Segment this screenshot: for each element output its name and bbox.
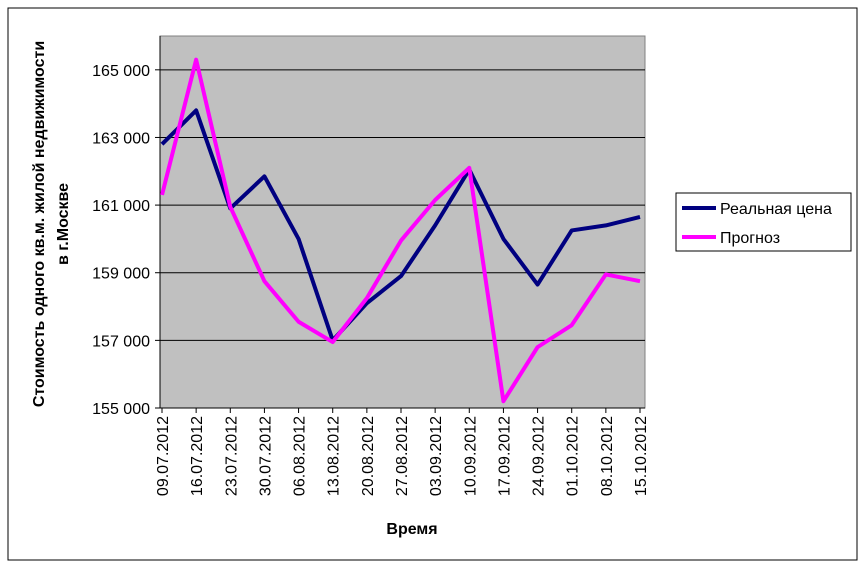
x-tick-label: 23.07.2012	[223, 416, 240, 496]
x-tick-label: 17.09.2012	[496, 416, 513, 496]
series-line	[160, 108, 641, 343]
x-tick-label: 01.10.2012	[565, 416, 582, 496]
x-tick-label: 13.08.2012	[326, 416, 343, 496]
x-tick-label: 16.07.2012	[189, 416, 206, 496]
legend-label: Прогноз	[720, 230, 780, 247]
y-tick-label: 155 000	[92, 401, 150, 418]
x-tick-label: 03.09.2012	[428, 416, 445, 496]
y-tick-label: 159 000	[92, 266, 150, 283]
x-tick-label: 27.08.2012	[394, 416, 411, 496]
x-tick-label: 30.07.2012	[257, 416, 274, 496]
x-tick-label: 24.09.2012	[531, 416, 548, 496]
legend	[675, 192, 852, 252]
plot-area	[159, 35, 646, 409]
x-tick-label: 06.08.2012	[292, 416, 309, 496]
x-tick-label: 10.09.2012	[462, 416, 479, 496]
x-tick-label: 15.10.2012	[633, 416, 650, 496]
y-axis-label: Стоимость одного кв.м. жилой недвижимост…	[31, 41, 48, 407]
y-tick-label: 161 000	[92, 198, 150, 215]
y-tick-label: 163 000	[92, 130, 150, 147]
y-tick-label: 165 000	[92, 63, 150, 80]
x-tick-label: 09.07.2012	[155, 416, 172, 496]
series-line	[160, 57, 641, 404]
legend-label: Реальная цена	[720, 201, 832, 218]
x-axis-label: Время	[386, 521, 437, 538]
y-tick-label: 157 000	[92, 333, 150, 350]
y-axis-label: в г.Москве	[55, 183, 72, 265]
x-tick-label: 20.08.2012	[360, 416, 377, 496]
x-tick-label: 08.10.2012	[599, 416, 616, 496]
